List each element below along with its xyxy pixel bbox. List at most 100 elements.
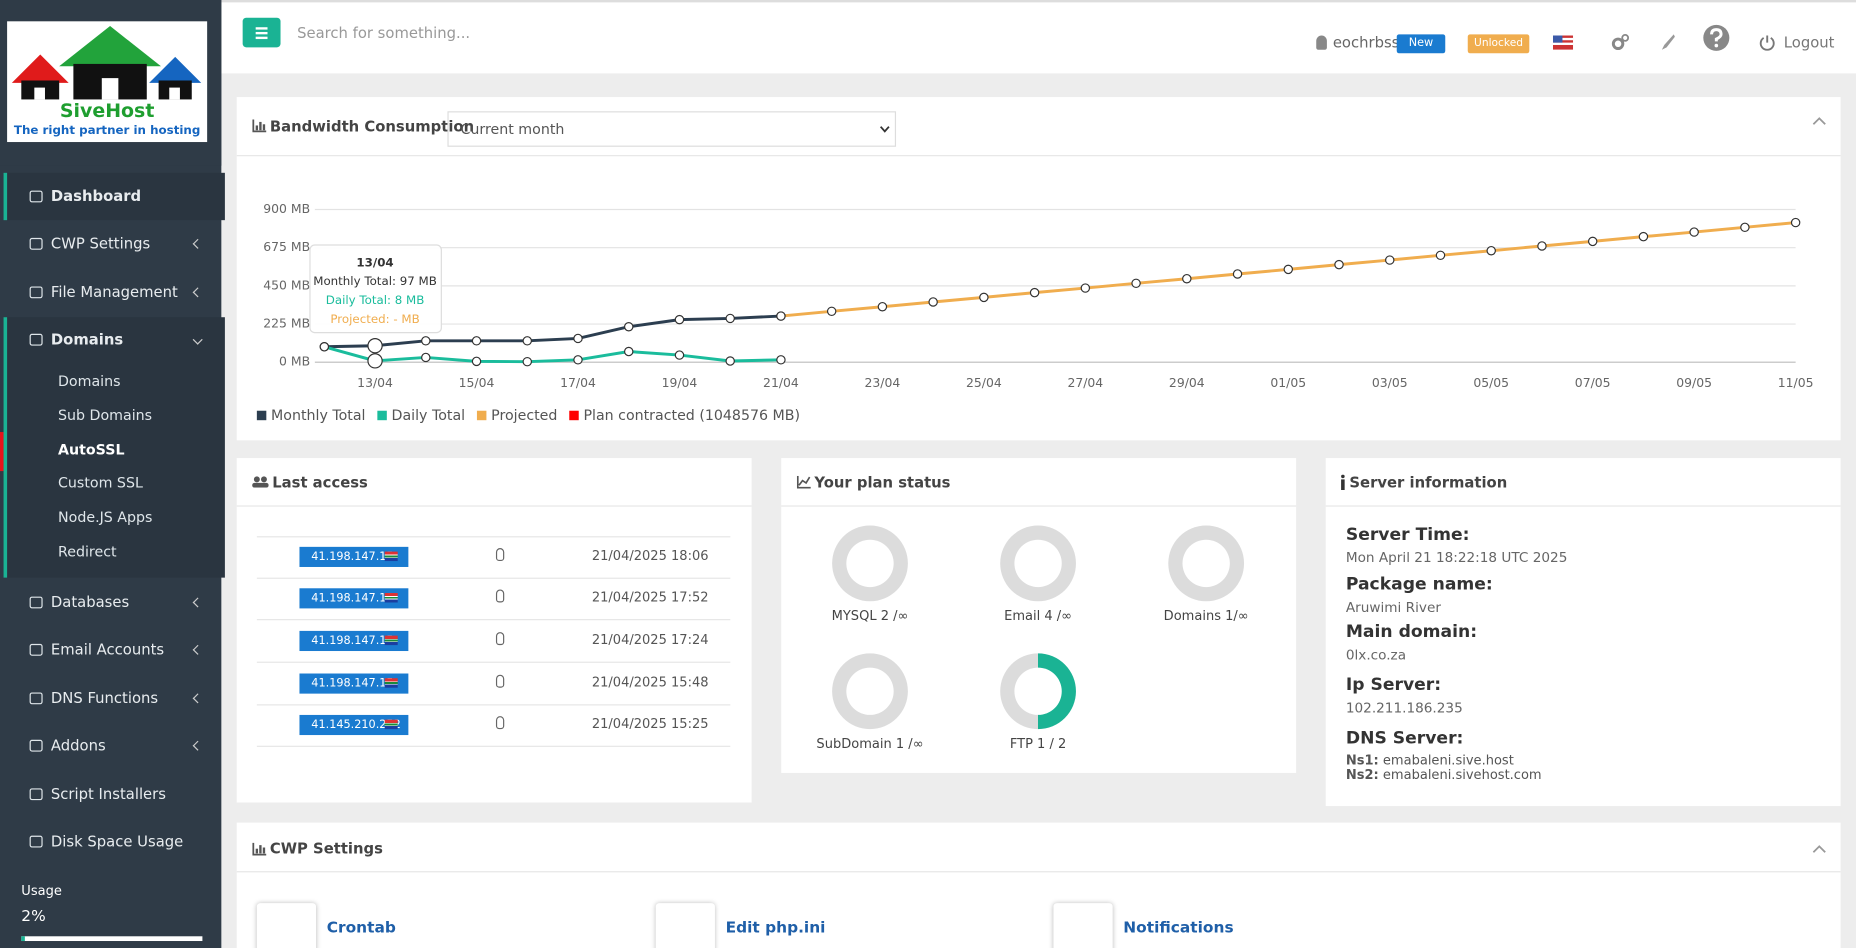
access-time: 21/04/2025 17:52 [591,589,709,605]
ip-badge[interactable]: 41.198.147.15 [299,630,409,652]
series-line [323,345,781,364]
nav-icon [29,788,43,801]
new-badge[interactable]: New [1396,34,1446,54]
tooltip-line: Monthly Total: 97 MB [313,274,437,288]
ip: 41.198.147.15 [311,591,394,605]
data-point [421,336,431,346]
username[interactable]: eochrbss [1332,33,1400,51]
nav-subitem[interactable]: Sub Domains [57,407,153,424]
plan-icon [796,475,811,489]
ip: 41.198.147.15 [311,550,394,564]
item-link[interactable]: Notifications [1123,919,1234,938]
ip-badge[interactable]: 41.145.210.252 [299,714,409,736]
data-point [776,311,786,321]
ip-badge[interactable]: 41.198.147.15 [299,546,409,567]
nav-item[interactable]: CWP Settings [50,234,151,253]
item-icon[interactable] [1053,903,1113,948]
menu-toggle[interactable] [242,17,281,48]
ip-badge[interactable]: 41.198.147.15 [299,588,409,609]
nav-item[interactable]: Dashboard [50,187,142,205]
row-line [256,661,731,663]
data-point [367,338,383,354]
field-label: Main domain: [1345,622,1478,642]
flag-icon[interactable] [1552,35,1574,50]
x-tick-label: 23/04 [865,375,901,390]
logo[interactable]: SiveHost The right partner in hosting [7,21,208,143]
nav-item[interactable]: DNS Functions [50,688,159,707]
data-point [522,336,532,346]
help-icon[interactable] [1702,24,1730,52]
x-tick-label: 19/04 [662,375,698,390]
item-link[interactable]: Edit php.ini [725,919,826,938]
logout-icon[interactable] [1759,34,1776,51]
logout[interactable]: Logout [1783,33,1835,51]
data-point [1740,222,1750,233]
data-point [725,356,735,366]
collapse-icon[interactable] [1812,116,1826,127]
panel-title: Your plan status [814,473,951,492]
ip-badge[interactable]: 41.198.147.15 [299,673,409,694]
settings-icon[interactable] [1611,33,1630,52]
collapse-icon[interactable] [1812,844,1826,855]
nav-icon [29,286,43,299]
field-value: 102.211.186.235 [1345,699,1463,717]
flag-icon [384,551,398,562]
nav-subitem[interactable]: Node.JS Apps [57,508,153,526]
ip: 41.198.147.15 [311,677,394,691]
plan-label: Domains 1/∞ [1163,608,1249,624]
x-tick-label: 27/04 [1067,375,1103,390]
os-icon [495,548,505,562]
item-icon[interactable] [256,903,317,948]
x-tick-label: 01/05 [1270,375,1306,390]
ns-list: Ns1: emabaleni.sive.host Ns2: emabaleni.… [1346,754,1542,781]
logo-art [11,26,202,100]
tooltip-line: Projected: - MB [330,312,419,326]
nav-subitem[interactable]: Redirect [57,543,117,560]
field-value: Mon April 21 18:22:18 UTC 2025 [1345,549,1568,566]
x-tick-label: 15/04 [459,375,495,390]
status-badge[interactable]: Unlocked [1467,34,1530,54]
nav-subitem[interactable]: Custom SSL [57,474,143,492]
nav-item[interactable]: Domains [50,330,124,348]
item-link[interactable]: Crontab [326,919,396,938]
data-point [1689,227,1699,237]
nav-icon [29,596,43,609]
nav-item[interactable]: Addons [50,736,106,754]
nav-subitem[interactable]: AutoSSL [57,441,125,459]
nav-item[interactable]: Email Accounts [50,640,165,659]
data-point [877,301,888,312]
nav-icon [29,739,43,752]
legend-swatch [476,410,487,421]
theme-icon[interactable] [1657,33,1676,52]
ns-value: emabaleni.sivehost.com [1382,766,1542,782]
data-point [1029,287,1040,298]
data-point [573,355,583,365]
period-select[interactable]: Current month [447,111,897,147]
x-tick-label: 17/04 [560,375,596,390]
nav-item[interactable]: Databases [50,593,130,611]
panel-title: Server information [1349,473,1508,492]
legend-label: Projected [491,408,557,424]
nav-icon [29,835,43,848]
data-point [674,350,685,360]
field-label: Server Time: [1345,525,1470,545]
nav-item[interactable]: Disk Space Usage [50,832,184,850]
search-input[interactable]: Search for something... [297,23,471,42]
item-icon[interactable] [655,903,715,948]
data-point [928,297,938,307]
x-tick-label: 13/04 [357,375,393,390]
nav-item[interactable]: Script Installers [50,784,166,803]
flag-icon [384,593,398,603]
user-icon [1316,35,1327,50]
donut [1000,653,1076,730]
legend-swatch [256,410,267,421]
usage-bar [21,936,203,942]
nav-item[interactable]: File Management [50,282,178,301]
field-label: Package name: [1345,575,1493,595]
usage-value: 2% [21,907,46,926]
data-point [367,353,383,369]
nav-subitem[interactable]: Domains [57,372,121,390]
data-point [471,356,482,367]
ns-value: emabaleni.sive.host [1382,752,1514,769]
